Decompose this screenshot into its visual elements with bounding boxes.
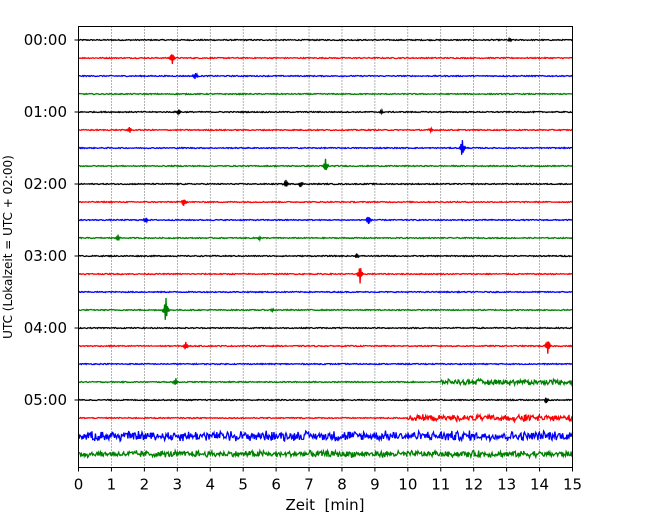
y-tick-label: 03:00 (24, 247, 67, 265)
x-tick-label: 1 (107, 476, 117, 494)
y-tick-label: 01:00 (24, 103, 67, 121)
x-tick-label: 0 (74, 476, 84, 494)
seismic-trace (78, 326, 573, 330)
grid-lines (111, 26, 540, 468)
y-tick-label: 05:00 (24, 391, 67, 409)
seismic-trace (78, 199, 573, 206)
plot-frame (78, 26, 573, 468)
x-tick-label: 15 (563, 476, 582, 494)
seismic-trace (78, 397, 573, 404)
x-axis-label: Zeit [min] (285, 496, 364, 514)
seismic-trace (78, 448, 574, 460)
x-tick-label: 2 (140, 476, 150, 494)
seismic-trace (78, 362, 573, 366)
seismic-trace (78, 297, 573, 320)
seismic-trace (78, 268, 573, 284)
seismic-trace (78, 126, 573, 135)
x-tick-label: 6 (271, 476, 281, 494)
seismic-trace (78, 158, 573, 171)
x-tick-label: 7 (304, 476, 314, 494)
y-tick-label: 00:00 (24, 31, 67, 49)
x-axis: 0 1 2 3 4 5 6 7 8 9 10 11 12 13 14 15 (74, 467, 582, 494)
seismic-trace (78, 54, 573, 64)
x-tick-label: 14 (530, 476, 549, 494)
x-tick-label: 10 (398, 476, 417, 494)
x-tick-label: 4 (205, 476, 215, 494)
seismic-trace (78, 341, 573, 354)
seismic-trace (78, 377, 574, 388)
x-tick-label: 13 (497, 476, 516, 494)
seismic-trace (77, 428, 574, 443)
x-tick-label: 8 (337, 476, 347, 494)
seismic-trace (78, 72, 573, 80)
x-tick-label: 3 (173, 476, 183, 494)
x-tick-label: 12 (464, 476, 483, 494)
x-tick-label: 9 (370, 476, 380, 494)
y-tick-label: 02:00 (24, 175, 67, 193)
seismic-trace (78, 290, 573, 294)
seismic-trace (78, 179, 573, 188)
seismic-trace (78, 36, 573, 43)
y-axis: 00:00 01:00 02:00 03:00 04:00 05:00 (24, 31, 79, 409)
seismic-trace (78, 140, 573, 155)
y-axis-label: UTC (Lokalzeit = UTC + 02:00) (1, 155, 15, 339)
seismic-trace (78, 92, 573, 96)
seismic-traces (77, 36, 574, 460)
x-tick-label: 11 (431, 476, 450, 494)
seismic-trace (78, 253, 573, 259)
seismic-trace (78, 412, 574, 424)
seismic-trace (78, 216, 573, 225)
seismic-trace (78, 107, 573, 117)
x-tick-label: 5 (238, 476, 248, 494)
y-tick-label: 04:00 (24, 319, 67, 337)
seismic-trace (78, 234, 573, 243)
